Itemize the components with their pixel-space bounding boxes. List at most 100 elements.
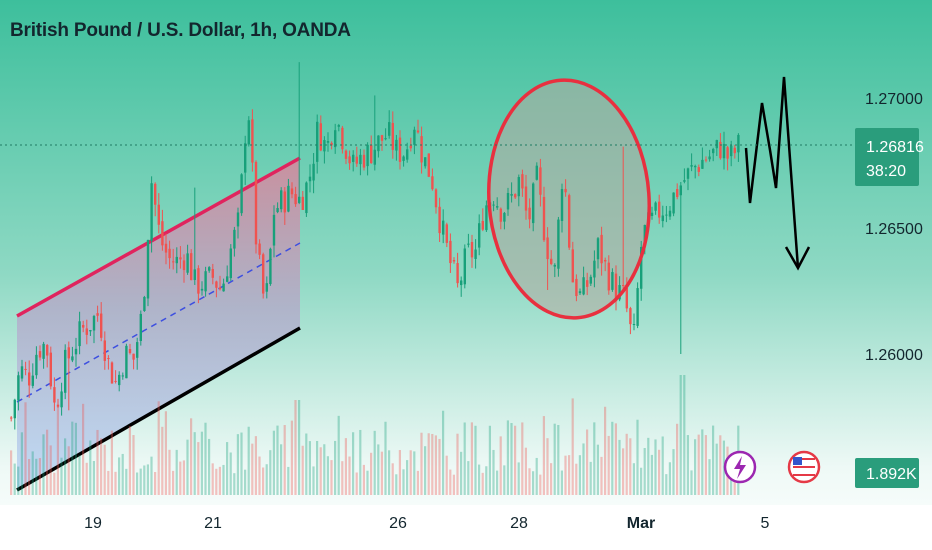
- candle: [13, 398, 16, 430]
- chart-title: British Pound / U.S. Dollar, 1h, OANDA: [10, 20, 351, 41]
- volume-bar: [611, 421, 614, 495]
- volume-badge: 1.892K: [855, 458, 919, 488]
- candle-body: [582, 277, 585, 295]
- candle: [118, 371, 121, 392]
- candle-body: [143, 296, 146, 312]
- volume-bar: [60, 457, 63, 495]
- candle-body: [334, 130, 337, 148]
- candle-body: [344, 150, 348, 159]
- candle: [521, 169, 524, 197]
- volume-bar: [391, 463, 394, 495]
- candle-body: [262, 254, 265, 294]
- candle-body: [229, 248, 232, 279]
- candle: [355, 146, 358, 167]
- volume-bar: [539, 474, 542, 495]
- candle-body: [136, 342, 139, 358]
- volume-bar: [575, 463, 578, 495]
- candle-body: [308, 176, 312, 182]
- candle-body: [614, 273, 618, 302]
- volume-bar: [582, 443, 585, 495]
- candle-body: [10, 417, 13, 419]
- candle-body: [672, 192, 675, 214]
- candle-body: [737, 134, 740, 153]
- candle-body: [463, 248, 466, 285]
- volume-bar: [179, 461, 182, 495]
- volume-bar: [186, 439, 189, 495]
- candle: [492, 201, 495, 212]
- candle: [578, 288, 582, 296]
- candle-body: [110, 362, 114, 384]
- candle: [679, 181, 682, 354]
- volume-bar: [305, 433, 308, 495]
- last-price-label: 1.26816: [866, 139, 924, 156]
- candle: [726, 145, 729, 171]
- candle-body: [481, 220, 484, 230]
- candle-body: [146, 239, 150, 299]
- candle: [348, 150, 351, 170]
- candle: [506, 187, 510, 216]
- candle-body: [564, 188, 567, 193]
- candle-body: [373, 149, 376, 165]
- volume-bar: [596, 444, 599, 495]
- candle: [557, 216, 560, 277]
- volume-bar: [359, 429, 362, 495]
- volume-bar: [395, 474, 398, 495]
- volume-bar: [416, 470, 419, 495]
- candle-body: [168, 248, 171, 259]
- volume-bar: [150, 456, 153, 495]
- candle: [64, 344, 67, 400]
- candle: [445, 222, 448, 248]
- volume-bar: [402, 469, 405, 495]
- candle-body: [172, 261, 175, 263]
- candle: [632, 313, 636, 331]
- candle-body: [316, 121, 319, 162]
- candle: [640, 240, 643, 301]
- candle-body: [532, 183, 535, 224]
- volume-bar: [35, 458, 38, 495]
- candle: [398, 130, 402, 170]
- volume-bar: [650, 454, 653, 495]
- candle-body: [247, 120, 250, 145]
- candle-body: [528, 207, 531, 220]
- candle: [312, 153, 315, 194]
- candle-body: [596, 238, 600, 260]
- candle-body: [377, 135, 380, 152]
- candle-body: [722, 143, 726, 159]
- volume-bar: [434, 435, 437, 495]
- candle-body: [560, 189, 564, 221]
- volume-bar: [13, 463, 16, 495]
- candle-body: [658, 201, 661, 218]
- volume-bar: [276, 425, 279, 495]
- candle: [344, 149, 348, 165]
- candle: [53, 377, 56, 411]
- x-tick-label: 28: [510, 515, 528, 532]
- candle-body: [337, 125, 340, 127]
- candle: [672, 192, 675, 217]
- volume-bar: [377, 444, 380, 495]
- us-flag-stripe: [793, 458, 815, 460]
- volume-bar: [546, 438, 549, 495]
- volume-bar: [589, 461, 592, 495]
- volume-bar: [337, 415, 340, 495]
- candle: [690, 153, 693, 172]
- candle: [683, 168, 686, 184]
- candle: [28, 360, 31, 398]
- candle: [226, 265, 229, 283]
- candle-body: [460, 280, 463, 286]
- candle-body: [294, 194, 297, 205]
- volume-bar: [341, 461, 344, 495]
- candle-body: [280, 190, 283, 210]
- volume-bar: [686, 435, 689, 495]
- y-tick-label: 1.26500: [865, 221, 923, 238]
- volume-bar: [344, 438, 347, 495]
- volume-bar: [694, 439, 697, 495]
- volume-bar: [308, 441, 311, 495]
- volume-bar: [262, 467, 265, 495]
- candle: [542, 186, 546, 242]
- candle: [161, 209, 164, 251]
- volume-bar: [524, 447, 527, 495]
- candle: [20, 359, 24, 382]
- volume-bar: [672, 449, 675, 495]
- candle: [294, 186, 297, 207]
